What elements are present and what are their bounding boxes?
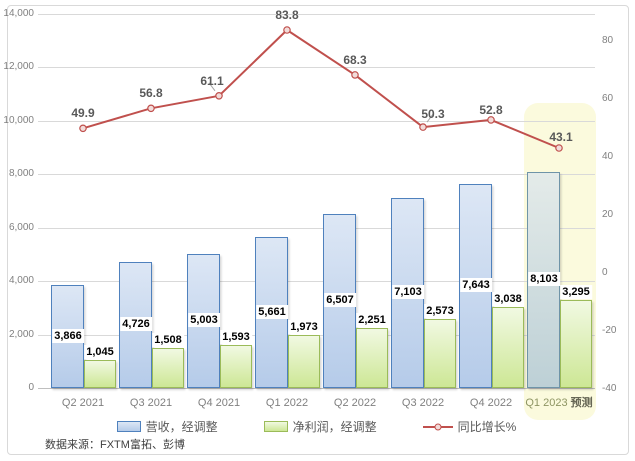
- grid-line: [38, 228, 595, 229]
- profit-bar-label: 3,038: [492, 292, 524, 306]
- profit-bar-label: 1,045: [84, 345, 116, 359]
- left-axis-tick: 14,000: [3, 8, 34, 19]
- legend-label-revenue: 营收，经调整: [145, 420, 218, 434]
- grid-line: [38, 388, 595, 389]
- legend-item-revenue: 营收，经调整: [116, 418, 218, 435]
- left-axis-tick: 2,000: [8, 329, 34, 340]
- x-axis-label: Q3 2021: [129, 397, 173, 409]
- revenue-bar-label: 5,003: [188, 313, 220, 327]
- profit-bar: [492, 307, 524, 388]
- left-axis-tick: 0: [28, 382, 34, 393]
- growth-marker: [419, 123, 427, 131]
- grid-line: [38, 121, 595, 122]
- grid-line: [38, 174, 595, 175]
- profit-bar: [220, 345, 252, 388]
- x-axis-label: Q1 2022: [265, 397, 309, 409]
- right-axis-tick: -20: [602, 325, 617, 336]
- right-axis-tick: 80: [602, 35, 614, 46]
- revenue-bar-label: 3,866: [52, 328, 84, 343]
- grid-line: [38, 67, 595, 68]
- profit-bar-label: 2,573: [424, 304, 456, 318]
- legend-label-profit: 净利润，经调整: [292, 420, 377, 434]
- growth-point-label: 68.3: [343, 53, 367, 67]
- profit-bar-label: 3,295: [560, 285, 592, 299]
- x-axis-label: Q4 2022: [469, 397, 513, 409]
- growth-marker: [79, 124, 87, 133]
- profit-bar: [560, 300, 592, 388]
- x-axis-label-forecast: Q1 2023 预测: [525, 396, 592, 410]
- revenue-bar-label: 7,103: [392, 285, 424, 299]
- left-axis-tick: 10,000: [3, 115, 34, 126]
- x-axis-label: Q2 2022: [333, 397, 377, 409]
- right-axis-tick: 40: [602, 151, 614, 162]
- growth-marker: [351, 71, 359, 79]
- grid-line: [38, 281, 595, 282]
- growth-point-label: 49.9: [71, 106, 95, 120]
- revenue-bar-label: 5,661: [256, 304, 288, 319]
- profit-bar-label: 1,508: [152, 333, 184, 347]
- x-axis-label: Q2 2021: [61, 397, 105, 409]
- growth-point-label: 43.1: [549, 130, 573, 144]
- x-axis-label: Q3 2022: [401, 397, 445, 409]
- profit-bar: [424, 319, 456, 388]
- growth-point-label: 50.3: [421, 107, 445, 121]
- growth-marker: [283, 26, 291, 34]
- growth-marker-dot: [434, 423, 442, 430]
- growth-point-label: 83.8: [275, 8, 299, 22]
- profit-bar-label: 2,251: [356, 313, 388, 327]
- growth-marker: [215, 92, 223, 100]
- right-axis-tick: 20: [602, 209, 614, 220]
- left-axis-tick: 12,000: [3, 61, 34, 72]
- profit-bar-label: 1,593: [220, 330, 252, 344]
- growth-marker: [147, 104, 155, 113]
- right-axis-tick: -40: [602, 383, 617, 394]
- revenue-bar-label: 6,507: [324, 293, 356, 307]
- x-axis-label: Q4 2021: [197, 397, 241, 409]
- right-axis-tick: 0: [602, 267, 608, 278]
- revenue-bar-label: 8,103: [528, 272, 560, 286]
- growth-point-label: 61.1: [200, 74, 224, 88]
- growth-point-label: 52.8: [479, 103, 503, 117]
- growth-point-label: 56.8: [139, 86, 163, 100]
- legend-item-profit: 净利润，经调整: [263, 418, 377, 435]
- legend-item-growth: 同比增长%: [422, 418, 517, 435]
- growth-line-swatch: [422, 423, 453, 430]
- revenue-bar-swatch: [116, 421, 141, 432]
- left-axis-tick: 4,000: [8, 275, 34, 286]
- profit-bar-label: 1,973: [288, 320, 320, 334]
- right-axis-tick: 60: [602, 93, 614, 104]
- forecast-category-text: Q1 2023: [525, 397, 571, 409]
- forecast-suffix-text: 预测: [570, 397, 593, 409]
- revenue-bar-label: 4,726: [120, 317, 152, 331]
- source-note: 数据来源：FXTM富拓、彭博: [45, 439, 185, 451]
- profit-bar: [356, 328, 388, 388]
- profit-bar: [288, 335, 320, 388]
- profit-bar: [84, 360, 116, 388]
- profit-bar-swatch: [263, 421, 288, 432]
- chart-legend: 营收，经调整 净利润，经调整 同比增长%: [38, 418, 595, 435]
- profit-bar: [152, 348, 184, 388]
- grid-line: [38, 14, 595, 15]
- legend-label-growth: 同比增长%: [457, 420, 517, 434]
- left-axis-tick: 6,000: [8, 222, 34, 233]
- revenue-bar-label: 7,643: [460, 278, 492, 292]
- left-axis-tick: 8,000: [8, 168, 34, 179]
- growth-marker: [487, 116, 495, 124]
